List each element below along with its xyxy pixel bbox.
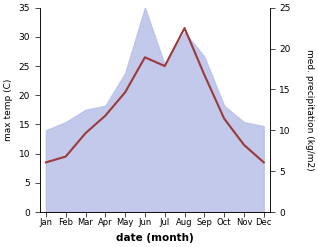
Y-axis label: med. precipitation (kg/m2): med. precipitation (kg/m2) [305, 49, 314, 171]
X-axis label: date (month): date (month) [116, 233, 194, 243]
Y-axis label: max temp (C): max temp (C) [4, 79, 13, 141]
